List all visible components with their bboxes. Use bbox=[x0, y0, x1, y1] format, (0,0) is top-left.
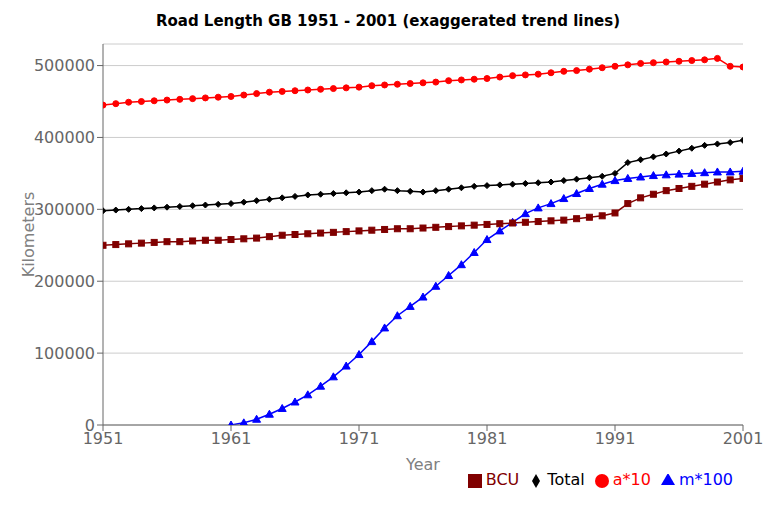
svg-text:2001: 2001 bbox=[723, 429, 764, 448]
svg-text:Year: Year bbox=[405, 455, 440, 474]
html-text:Road Length GB 1951 - 2001 (ex: Road Length GB 1951 - 2001 (exaggerated … bbox=[155, 12, 620, 30]
html-text:Total: Total bbox=[547, 470, 585, 489]
svg-text:0: 0 bbox=[85, 416, 95, 435]
svg-text:1951: 1951 bbox=[82, 429, 124, 449]
html-text:m*100: m*100 bbox=[678, 470, 733, 489]
html-text:BCU: BCU bbox=[485, 470, 520, 489]
svg-text:1971: 1971 bbox=[339, 429, 380, 448]
svg-text:1961: 1961 bbox=[211, 429, 252, 448]
svg-text:1981: 1981 bbox=[467, 429, 508, 448]
svg-text:Kilometers: Kilometers bbox=[19, 192, 38, 278]
svg-text:300000: 300000 bbox=[34, 200, 95, 219]
svg-text:500000: 500000 bbox=[34, 56, 95, 75]
html-text:a*10: a*10 bbox=[612, 470, 651, 489]
svg-text:200000: 200000 bbox=[34, 272, 95, 291]
svg-text:100000: 100000 bbox=[34, 344, 95, 363]
svg-text:1991: 1991 bbox=[595, 429, 636, 448]
svg-text:400000: 400000 bbox=[34, 128, 95, 147]
